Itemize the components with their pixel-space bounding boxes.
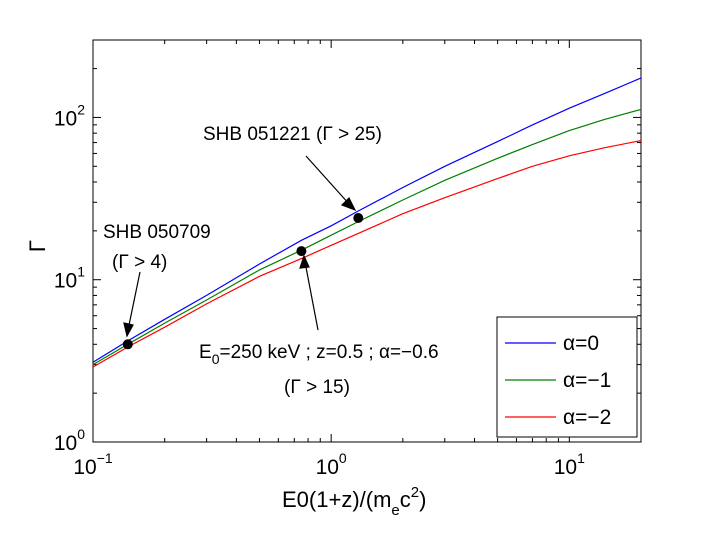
axis-ticks (92, 39, 642, 443)
arrowhead-shb050709 (123, 322, 134, 338)
legend-label-0: α=0 (563, 332, 599, 355)
x-axis-label: E0(1+z)/(mec2) (282, 484, 426, 519)
legend: α=0 α=−1 α=−2 (496, 316, 638, 438)
y-tick-exponent: 2 (77, 101, 85, 117)
data-points (122, 213, 364, 350)
y-tick-base: 10 (54, 432, 77, 455)
x-tick-labels: 10−1 100 101 (73, 450, 585, 479)
legend-label-1: α=−1 (563, 369, 611, 392)
y-tick-label: 101 (54, 264, 85, 293)
annotation-params-bound: (Γ > 15) (284, 377, 350, 398)
y-axis-label: Γ (25, 240, 50, 252)
arrowhead-params (299, 254, 310, 269)
arrowhead-shb051221 (340, 196, 357, 212)
x-label-sup-2: 2 (411, 484, 419, 501)
y-tick-exponent: 0 (77, 426, 85, 442)
x-tick-label: 10−1 (73, 450, 113, 479)
x-tick-label: 100 (316, 450, 347, 479)
y-tick-base: 10 (54, 270, 77, 293)
annotation-shb051221: SHB 051221 (Γ > 25) (203, 124, 382, 145)
y-tick-label: 102 (54, 101, 85, 130)
x-tick-exponent: 1 (577, 450, 585, 466)
x-tick-label: 101 (554, 450, 585, 479)
legend-label-2: α=−2 (563, 406, 611, 429)
annotation-shb050709: SHB 050709 (103, 222, 211, 243)
arrow-params (304, 261, 319, 331)
annotation-arrows (123, 155, 357, 338)
x-tick-base: 10 (316, 456, 339, 479)
data-point-1 (353, 213, 364, 224)
series-line-2 (92, 140, 642, 368)
x-label-c: c (400, 487, 411, 512)
params-subscript: 0 (212, 351, 220, 367)
x-tick-exponent: 0 (339, 450, 347, 466)
x-label-close: ) (419, 487, 426, 512)
data-point-0 (122, 339, 133, 350)
legend-items: α=0 α=−1 α=−2 (505, 332, 611, 429)
series-line-0 (92, 77, 642, 363)
arrow-shb051221 (305, 155, 351, 206)
y-tick-base: 10 (54, 107, 77, 130)
params-rest: =250 keV ; z=0.5 ; α=−0.6 (219, 342, 438, 363)
x-tick-exponent: −1 (97, 450, 113, 466)
y-tick-exponent: 1 (77, 264, 85, 280)
arrow-shb050709 (127, 271, 141, 331)
x-label-sub-e: e (391, 502, 399, 519)
annotation-params: E0=250 keV ; z=0.5 ; α=−0.6 (199, 342, 439, 367)
y-tick-label: 100 (54, 426, 85, 455)
x-tick-base: 10 (73, 456, 96, 479)
data-point-2 (296, 246, 307, 257)
x-tick-base: 10 (554, 456, 577, 479)
annotation-shb050709-bound: (Γ > 4) (112, 252, 167, 273)
params-e: E (199, 342, 212, 363)
